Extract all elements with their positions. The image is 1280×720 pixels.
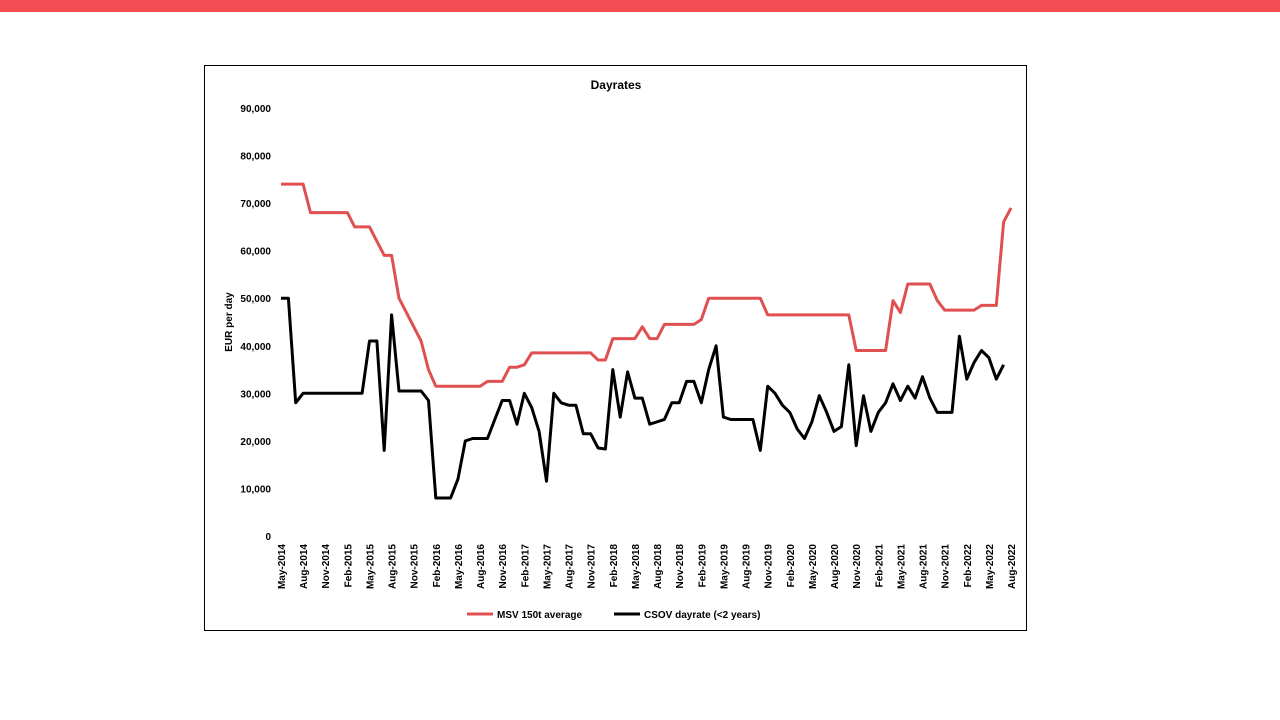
x-tick-label: Aug-2019 [742,544,753,589]
y-tick-label: 90,000 [240,104,271,115]
x-tick-label: May-2019 [719,544,730,589]
x-axis-ticks: May-2014 Aug-2014 Nov-2014 Feb-2015 May-2015… [277,544,1018,589]
y-tick-label: 70,000 [240,199,271,210]
y-axis-ticks: 0 10,000 20,000 30,000 40,000 50,000 60,000 70,… [240,104,271,543]
x-tick-label: Feb-2015 [343,544,354,588]
x-tick-label: May-2018 [631,544,642,589]
legend-label-csov: CSOV dayrate (<2 years) [644,610,760,621]
x-tick-label: Nov-2021 [941,544,952,589]
series-lines [281,182,1013,500]
x-tick-label: May-2014 [277,544,288,589]
x-tick-label: Aug-2017 [565,544,576,589]
x-tick-label: Nov-2015 [410,544,421,589]
series-line-csov [281,296,1005,500]
x-tick-label: Aug-2014 [299,544,310,589]
x-tick-label: Nov-2014 [321,544,332,589]
y-axis-title: EUR per day [224,292,235,352]
x-tick-label: Aug-2016 [476,544,487,589]
legend: MSV 150t average CSOV dayrate (<2 years) [467,610,760,621]
y-tick-label: 60,000 [240,247,271,258]
x-tick-label: Nov-2018 [675,544,686,589]
x-tick-label: Feb-2022 [963,544,974,588]
y-tick-label: 0 [265,532,271,543]
chart-frame: Dayrates EUR per day 0 10,000 20,000 30,000… [204,65,1027,631]
x-tick-label: Feb-2017 [520,544,531,588]
x-tick-label: Feb-2020 [786,544,797,588]
chart-title: Dayrates [591,78,642,92]
x-tick-label: May-2020 [808,544,819,589]
y-tick-label: 10,000 [240,484,271,495]
x-tick-label: Aug-2022 [1007,544,1018,589]
x-tick-label: Nov-2016 [498,544,509,589]
x-tick-label: May-2022 [985,544,996,589]
y-tick-label: 20,000 [240,437,271,448]
x-tick-label: Feb-2016 [432,544,443,588]
x-tick-label: Nov-2020 [852,544,863,589]
dayrates-chart: Dayrates EUR per day 0 10,000 20,000 30,000… [224,78,1018,621]
x-tick-label: Aug-2015 [388,544,399,589]
x-tick-label: May-2017 [542,544,553,589]
legend-label-msv: MSV 150t average [497,610,582,621]
x-tick-label: May-2016 [454,544,465,589]
x-tick-label: Feb-2018 [609,544,620,588]
x-tick-label: Nov-2017 [587,544,598,589]
x-tick-label: May-2021 [896,544,907,589]
x-tick-label: Aug-2020 [830,544,841,589]
x-tick-label: May-2015 [365,544,376,589]
x-tick-label: Aug-2021 [919,544,930,589]
top-accent-bar [0,0,1280,12]
y-tick-label: 80,000 [240,152,271,163]
y-tick-label: 30,000 [240,389,271,400]
x-tick-label: Aug-2018 [653,544,664,589]
y-tick-label: 40,000 [240,342,271,353]
x-tick-label: Feb-2021 [874,544,885,588]
y-tick-label: 50,000 [240,294,271,305]
x-tick-label: Nov-2019 [764,544,775,589]
series-line-msv [281,182,1013,388]
x-tick-label: Feb-2019 [697,544,708,588]
